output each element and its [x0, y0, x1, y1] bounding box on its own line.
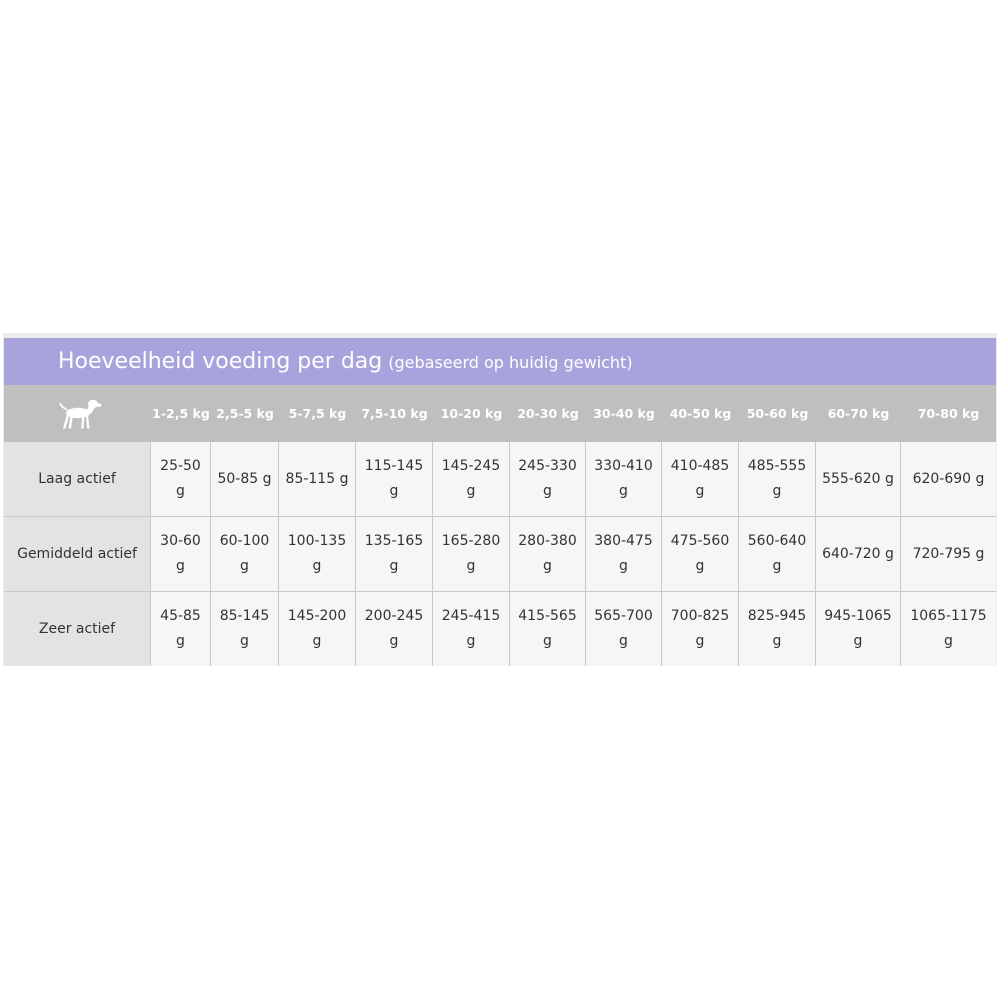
column-header: 60-70 kg — [827, 406, 890, 421]
table-cell: 475-560 g — [662, 517, 738, 591]
column-header: 5-7,5 kg — [288, 406, 347, 421]
table-cell: 245-415 g — [433, 592, 509, 666]
row-label: Laag actief — [4, 442, 150, 516]
dog-icon — [59, 399, 102, 429]
column-header: 1-2,5 kg — [152, 406, 210, 421]
table-cell: 200-245 g — [356, 592, 432, 666]
column-header: 20-30 kg — [517, 406, 579, 421]
column-header: 7,5-10 kg — [361, 406, 428, 421]
table-cell: 565-700 g — [586, 592, 661, 666]
table-cell: 165-280 g — [433, 517, 509, 591]
table-cell: 245-330 g — [510, 442, 585, 516]
table-cell: 700-825 g — [662, 592, 738, 666]
table-cell: 115-145 g — [356, 442, 432, 516]
table-cell: 410-485 g — [662, 442, 738, 516]
table-cell: 25-50 g — [151, 442, 210, 516]
table-cell: 825-945 g — [739, 592, 815, 666]
table-cell: 720-795 g — [901, 517, 996, 591]
table-cell: 145-245 g — [433, 442, 509, 516]
table-cell: 100-135 g — [279, 517, 355, 591]
table-cell: 640-720 g — [816, 517, 900, 591]
table-cell: 380-475 g — [586, 517, 661, 591]
table-title: Hoeveelheid voeding per dag — [58, 349, 383, 374]
table-cell: 415-565 g — [510, 592, 585, 666]
table-cell: 485-555 g — [739, 442, 815, 516]
table-cell: 280-380 g — [510, 517, 585, 591]
column-header: 70-80 kg — [917, 406, 980, 421]
table-cell: 620-690 g — [901, 442, 996, 516]
column-header: 30-40 kg — [593, 406, 655, 421]
table-cell: 145-200 g — [279, 592, 355, 666]
table-body: Laag actief 25-50 g 50-85 g 85-115 g 115-145… — [4, 442, 996, 666]
table-cell: 560-640 g — [739, 517, 815, 591]
column-header: 10-20 kg — [440, 406, 503, 421]
table-subtitle: (gebaseerd op huidig gewicht) — [388, 353, 633, 372]
feeding-table: Hoeveelheid voeding per dag (gebaseerd op… — [3, 333, 997, 666]
row-label: Gemiddeld actief — [4, 517, 150, 591]
row-label: Zeer actief — [4, 592, 150, 666]
title-bar: Hoeveelheid voeding per dag (gebaseerd op… — [4, 338, 996, 385]
table-cell: 50-85 g — [211, 442, 278, 516]
table-cell: 85-145 g — [211, 592, 278, 666]
table-cell: 60-100 g — [211, 517, 278, 591]
table-cell: 330-410 g — [586, 442, 661, 516]
table-cell: 85-115 g — [279, 442, 355, 516]
column-header-row: 1-2,5 kg 2,5-5 kg 5-7,5 kg 7,5-10 kg 10-20 k… — [4, 385, 996, 442]
column-header: 2,5-5 kg — [216, 406, 274, 421]
table-cell: 135-165 g — [356, 517, 432, 591]
column-header: 40-50 kg — [669, 406, 732, 421]
table-cell: 945-1065 g — [816, 592, 900, 666]
table-cell: 45-85 g — [151, 592, 210, 666]
table-cell: 30-60 g — [151, 517, 210, 591]
table-cell: 555-620 g — [816, 442, 900, 516]
column-header: 50-60 kg — [746, 406, 809, 421]
table-cell: 1065-1175 g — [901, 592, 996, 666]
